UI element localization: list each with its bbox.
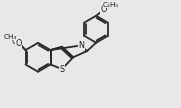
Text: O: O xyxy=(100,6,107,14)
Text: CH₃: CH₃ xyxy=(5,34,19,40)
Text: O: O xyxy=(11,37,17,46)
Text: N: N xyxy=(78,41,84,50)
Text: O: O xyxy=(15,39,22,48)
Text: CH₃: CH₃ xyxy=(4,34,17,40)
Text: S: S xyxy=(59,65,65,74)
Text: C₂H₅: C₂H₅ xyxy=(103,2,119,8)
